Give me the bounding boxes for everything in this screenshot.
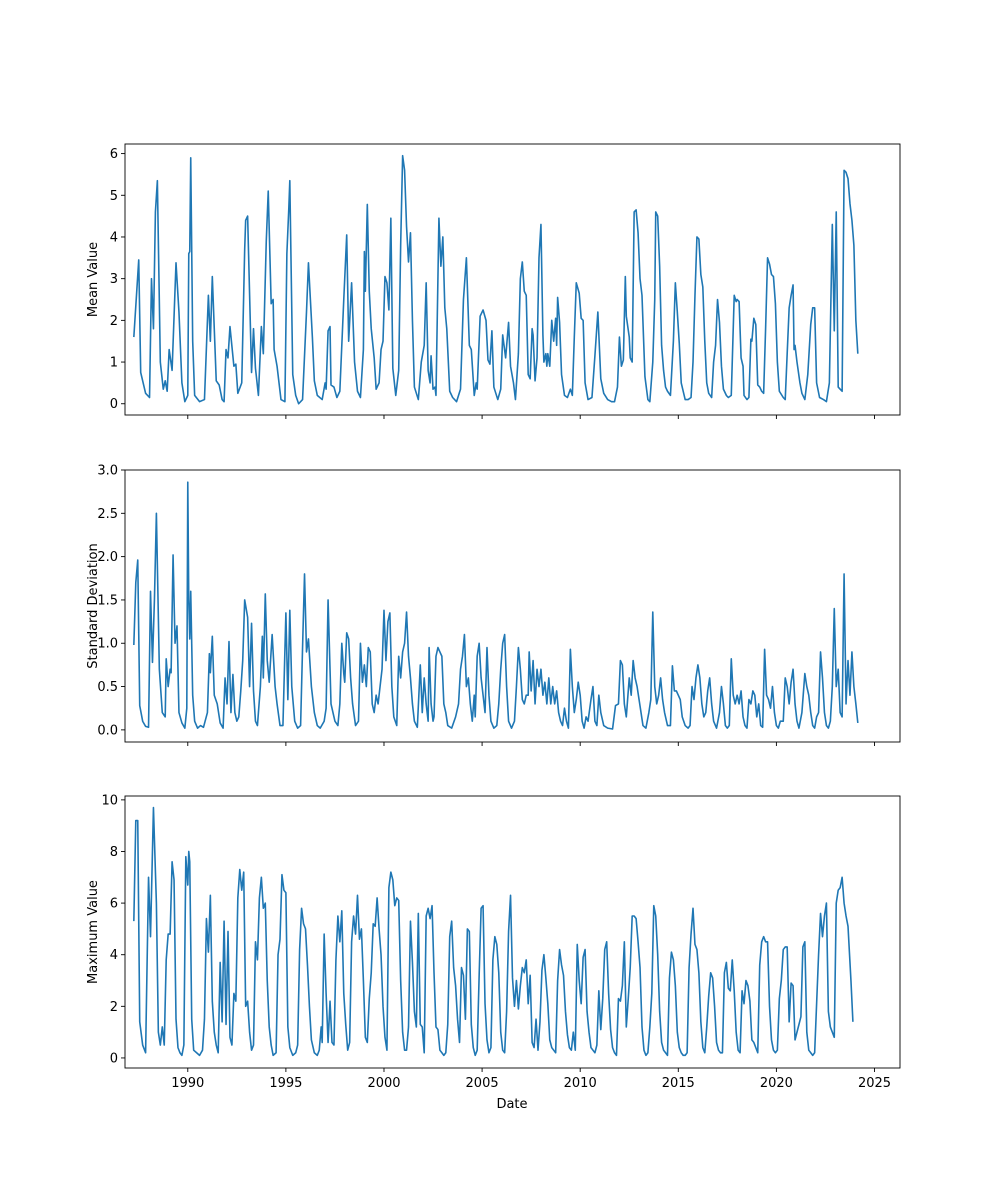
max-series-line	[133, 806, 854, 1057]
mean-ytick-label: 4	[110, 230, 118, 245]
mean-ytick-label: 6	[110, 147, 118, 162]
mean-value-panel: 0 1 2 3 4 5 6 Mean Value	[86, 143, 901, 419]
mean-ytick-label: 3	[110, 272, 118, 287]
max-ytick-label: 0	[110, 1051, 118, 1066]
std-ytick-label: 1.5	[97, 593, 118, 608]
mean-axes-frame	[124, 143, 901, 416]
std-ytick-label: 2.5	[97, 507, 118, 522]
max-ytick-label: 6	[110, 897, 118, 912]
max-ytick-label: 4	[110, 948, 118, 963]
maximum-value-panel: 0 2 4 6 8 10 1990 1995 2000 2005 2010 2015 2020 2025 M…	[86, 793, 901, 1091]
mean-series-line	[133, 154, 859, 405]
std-deviation-panel: 0.0 0.5 1.0 1.5 2.0 2.5 3.0 Standard Deviation	[86, 464, 901, 746]
mean-ytick-label: 0	[110, 397, 118, 412]
max-ytick-label: 8	[110, 845, 118, 860]
mean-ytick-label: 5	[110, 189, 118, 204]
std-ytick-label: 3.0	[97, 464, 118, 479]
xtick-label: 2010	[564, 1076, 597, 1091]
max-axes-frame	[124, 795, 901, 1069]
max-y-axis-label: Maximum Value	[86, 880, 101, 984]
x-axis-label: Date	[496, 1097, 527, 1112]
max-ytick-label: 10	[101, 793, 118, 808]
xtick-label: 2005	[466, 1076, 499, 1091]
max-ytick-label: 2	[110, 1000, 118, 1015]
std-ytick-label: 2.0	[97, 550, 118, 565]
xtick-label: 2025	[858, 1076, 891, 1091]
xtick-label: 2000	[367, 1076, 400, 1091]
std-ytick-label: 0.0	[97, 723, 118, 738]
std-series-line	[133, 481, 859, 730]
std-ytick-label: 1.0	[97, 637, 118, 652]
mean-y-axis-label: Mean Value	[86, 242, 101, 317]
std-y-axis-label: Standard Deviation	[86, 543, 101, 668]
mean-ytick-label: 1	[110, 356, 118, 371]
xtick-label: 2020	[760, 1076, 793, 1091]
xtick-label: 2015	[662, 1076, 695, 1091]
xtick-label: 1990	[171, 1076, 204, 1091]
std-ytick-label: 0.5	[97, 680, 118, 695]
xtick-label: 1995	[269, 1076, 302, 1091]
mean-ytick-label: 2	[110, 314, 118, 329]
std-axes-frame	[124, 469, 901, 743]
